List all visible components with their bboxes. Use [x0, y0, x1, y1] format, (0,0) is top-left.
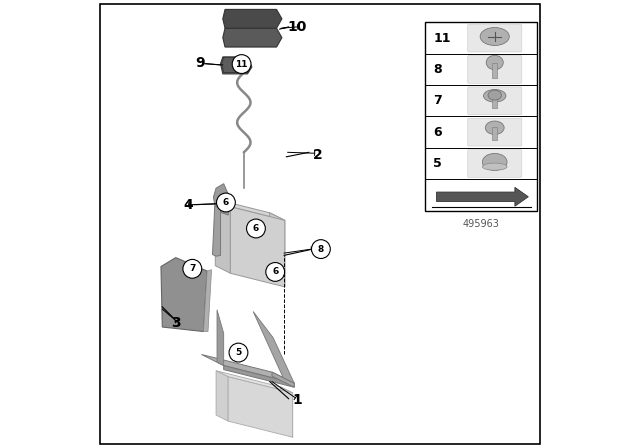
Polygon shape [272, 372, 294, 387]
Circle shape [232, 55, 251, 73]
Polygon shape [212, 206, 221, 256]
Text: 11: 11 [236, 60, 248, 69]
Text: 6: 6 [272, 267, 278, 276]
FancyBboxPatch shape [468, 87, 522, 115]
Polygon shape [253, 311, 294, 383]
Text: 2: 2 [313, 147, 323, 162]
Bar [492, 127, 497, 140]
Polygon shape [228, 377, 292, 437]
Circle shape [216, 193, 236, 212]
Polygon shape [215, 199, 230, 273]
Text: 4: 4 [183, 198, 193, 212]
Polygon shape [216, 371, 292, 393]
Polygon shape [216, 371, 228, 421]
Text: 6: 6 [253, 224, 259, 233]
Bar [492, 95, 497, 108]
Ellipse shape [486, 56, 503, 70]
Bar [492, 63, 497, 78]
FancyBboxPatch shape [468, 56, 522, 83]
Circle shape [246, 219, 266, 238]
Text: 7: 7 [189, 264, 195, 273]
Ellipse shape [483, 153, 507, 171]
Text: 495963: 495963 [463, 219, 500, 228]
Polygon shape [223, 9, 282, 28]
Polygon shape [224, 366, 294, 387]
Circle shape [266, 263, 285, 281]
Text: 8: 8 [318, 245, 324, 254]
Text: 5: 5 [236, 348, 241, 357]
Circle shape [183, 259, 202, 278]
Polygon shape [269, 213, 285, 287]
Polygon shape [161, 258, 207, 332]
FancyBboxPatch shape [468, 150, 522, 177]
Text: 1: 1 [292, 392, 303, 407]
Polygon shape [213, 184, 230, 215]
Polygon shape [280, 387, 292, 437]
Polygon shape [230, 207, 285, 287]
Text: 3: 3 [171, 315, 180, 330]
Polygon shape [215, 199, 285, 220]
Polygon shape [221, 57, 252, 74]
Text: 7: 7 [433, 94, 442, 108]
Text: 8: 8 [433, 63, 442, 76]
Ellipse shape [484, 90, 506, 102]
Text: 10: 10 [288, 20, 307, 34]
Bar [425, 22, 538, 211]
Polygon shape [436, 187, 529, 206]
Text: 6: 6 [223, 198, 229, 207]
Ellipse shape [480, 28, 509, 46]
Text: 5: 5 [433, 157, 442, 170]
Polygon shape [221, 57, 251, 73]
Ellipse shape [485, 121, 504, 134]
Text: 9: 9 [196, 56, 205, 70]
FancyBboxPatch shape [468, 118, 522, 146]
Circle shape [312, 240, 330, 258]
Polygon shape [204, 270, 212, 332]
Polygon shape [202, 354, 294, 383]
Polygon shape [223, 28, 282, 47]
Circle shape [229, 343, 248, 362]
Ellipse shape [488, 90, 502, 100]
Ellipse shape [483, 163, 507, 170]
Text: 11: 11 [433, 31, 451, 45]
FancyBboxPatch shape [468, 24, 522, 52]
Text: 6: 6 [433, 125, 442, 139]
Polygon shape [217, 310, 224, 366]
